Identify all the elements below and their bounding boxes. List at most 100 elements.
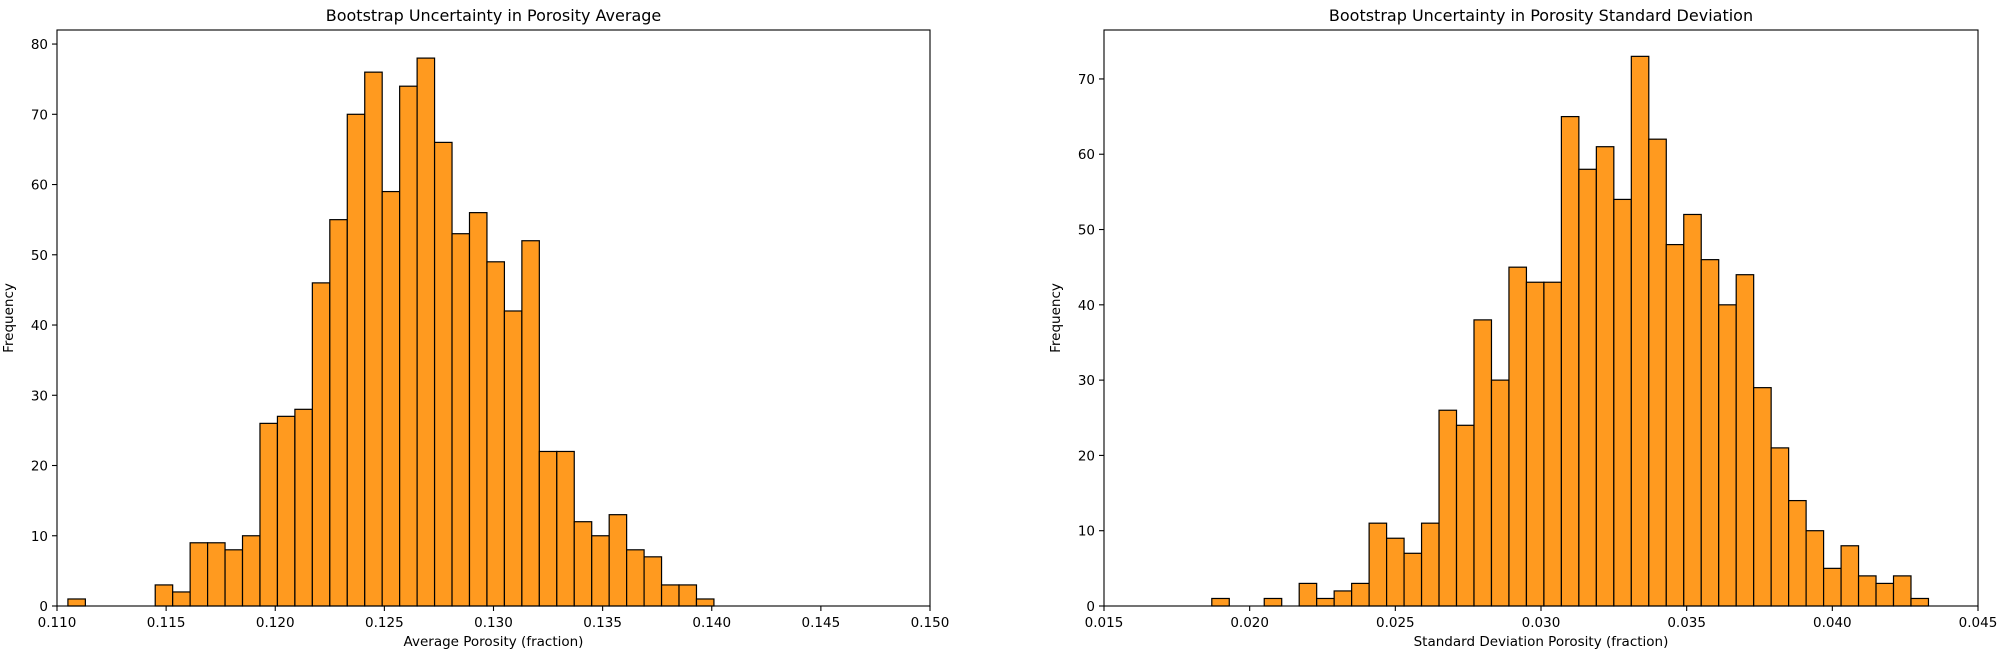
histogram-bar	[678, 584, 698, 607]
y-tick-label: 80	[31, 37, 48, 53]
histogram-bar	[1840, 545, 1860, 607]
histogram-bar	[1490, 379, 1510, 607]
histogram-bar	[468, 212, 488, 607]
histogram-bar	[259, 422, 279, 607]
x-tick-label: 0.135	[583, 615, 622, 631]
histogram-bar	[1630, 55, 1650, 607]
chart-title: Bootstrap Uncertainty in Porosity Standa…	[1329, 6, 1753, 25]
y-tick-label: 30	[1078, 373, 1095, 389]
y-tick-label: 0	[39, 599, 48, 615]
histogram-bar	[1857, 575, 1877, 607]
histogram-bar	[276, 415, 296, 607]
x-tick-label: 0.015	[1085, 615, 1124, 631]
histogram-bar	[1403, 552, 1423, 607]
histogram-bar	[67, 598, 86, 607]
x-tick-label: 0.045	[1959, 615, 1998, 631]
histogram-bar	[1420, 522, 1440, 607]
histogram-bar	[1788, 499, 1807, 607]
x-tick-label: 0.110	[38, 615, 77, 631]
y-tick-label: 10	[31, 529, 48, 545]
histogram-bar	[1298, 582, 1318, 607]
histogram-bar	[206, 542, 226, 607]
histogram-bar	[399, 85, 418, 607]
histogram-bar	[241, 535, 261, 607]
histogram-bar	[1805, 530, 1825, 607]
histogram-bar	[1560, 115, 1580, 607]
histogram-bar	[1473, 319, 1493, 607]
x-tick-label: 0.035	[1667, 615, 1706, 631]
x-axis-label: Standard Deviation Porosity (fraction)	[1414, 634, 1669, 650]
histogram-bar	[1543, 281, 1562, 607]
histogram-bar	[1648, 138, 1667, 607]
x-tick-label: 0.115	[147, 615, 186, 631]
histogram-bar	[154, 584, 174, 607]
y-axis-label: Frequency	[1048, 283, 1064, 353]
histogram-bar	[224, 549, 244, 607]
y-tick-label: 40	[31, 318, 48, 334]
histogram-bar	[1822, 567, 1842, 607]
histogram-bar	[451, 233, 471, 607]
histogram-bar	[660, 584, 680, 607]
histogram-bar	[1385, 537, 1405, 607]
histogram-bar	[1455, 424, 1475, 607]
histogram-bar	[1665, 243, 1685, 607]
histogram-bar	[381, 190, 401, 607]
histogram-bar	[433, 141, 453, 607]
y-tick-label: 10	[1078, 524, 1095, 540]
y-tick-label: 20	[1078, 448, 1095, 464]
histogram-bar	[416, 57, 436, 607]
x-tick-label: 0.020	[1230, 615, 1269, 631]
histogram-bar	[503, 310, 523, 607]
histogram-bar	[189, 542, 209, 607]
x-tick-label: 0.140	[692, 615, 731, 631]
histogram-bar	[1211, 597, 1230, 607]
x-tick-label: 0.130	[474, 615, 513, 631]
histogram-bar	[1718, 304, 1737, 607]
histogram-bar	[172, 591, 191, 607]
x-tick-label: 0.030	[1522, 615, 1561, 631]
histogram-bar	[1368, 522, 1388, 607]
x-tick-label: 0.145	[802, 615, 841, 631]
histogram-bar	[1351, 582, 1370, 607]
y-tick-label: 50	[31, 248, 48, 264]
histogram-bar	[1525, 281, 1545, 607]
histogram-bar	[1613, 198, 1632, 607]
histogram-bar	[1595, 146, 1615, 607]
histogram-bar	[1892, 575, 1912, 607]
histogram-bar	[1316, 597, 1335, 607]
histogram-bar	[521, 240, 540, 607]
histogram-bar	[1508, 266, 1528, 607]
x-tick-label: 0.040	[1813, 615, 1852, 631]
histogram-porosity-average: Bootstrap Uncertainty in Porosity Averag…	[1, 6, 949, 650]
histogram-bar	[1753, 387, 1772, 607]
histogram-bar	[556, 450, 575, 607]
histogram-bar	[1683, 213, 1702, 607]
histogram-bar	[1263, 597, 1283, 607]
histogram-bar	[346, 113, 366, 607]
histogram-bar	[626, 549, 645, 607]
histogram-bar	[643, 556, 663, 607]
histogram-bar	[591, 535, 610, 607]
histogram-bar	[1578, 168, 1597, 607]
y-tick-label: 20	[31, 459, 48, 475]
histogram-bar	[573, 521, 593, 607]
y-tick-label: 70	[1078, 72, 1095, 88]
histogram-bar	[695, 598, 715, 607]
y-tick-label: 40	[1078, 298, 1095, 314]
x-tick-label: 0.025	[1376, 615, 1415, 631]
y-tick-label: 60	[1078, 147, 1095, 163]
x-tick-label: 0.125	[365, 615, 404, 631]
histogram-bar	[294, 408, 313, 607]
histogram-bar	[1770, 447, 1790, 607]
y-tick-label: 70	[31, 107, 48, 123]
histogram-bar	[1735, 274, 1755, 607]
histogram-bar	[608, 514, 628, 607]
histogram-bar	[486, 261, 506, 607]
histogram-bar	[311, 282, 331, 607]
x-axis-label: Average Porosity (fraction)	[404, 634, 584, 650]
histogram-bar	[1875, 582, 1895, 607]
histogram-bar	[1910, 597, 1930, 607]
histogram-bar	[538, 450, 558, 607]
